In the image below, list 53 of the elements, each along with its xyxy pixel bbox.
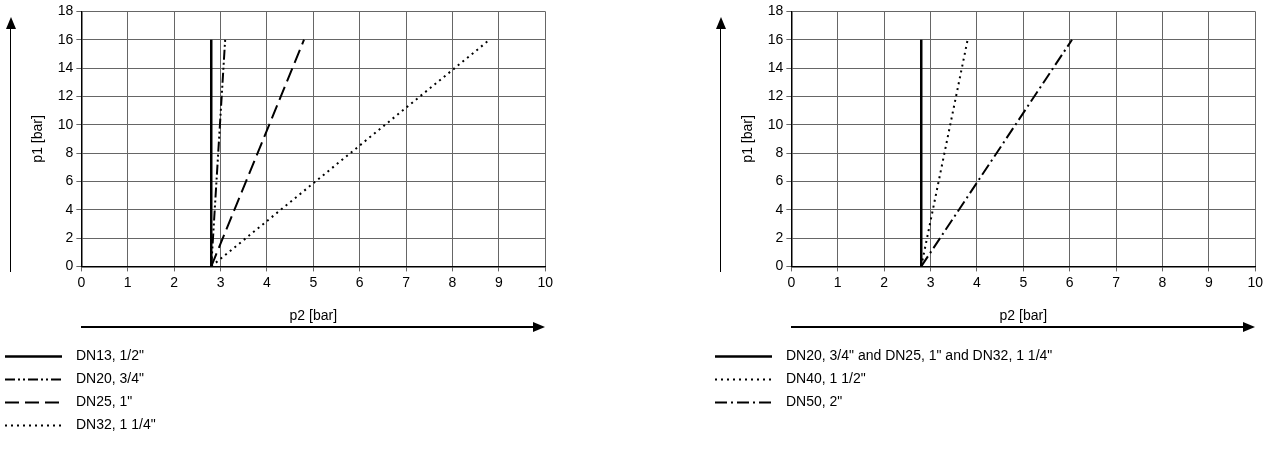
y-tick-label: 2: [65, 228, 74, 245]
y-tick-label: 8: [775, 143, 784, 160]
x-tick-label: 1: [833, 273, 842, 290]
x-tick-label: 4: [973, 273, 982, 290]
x-tick-label: 0: [787, 273, 796, 290]
y-tick-label: 14: [57, 58, 74, 75]
x-tick-label: 1: [123, 273, 132, 290]
y-tick-label: 12: [767, 87, 784, 104]
x-tick-label: 9: [1204, 273, 1213, 290]
x-tick-label: 3: [216, 273, 225, 290]
x-tick-label: 6: [1065, 273, 1074, 290]
y-tick-label: 6: [65, 172, 74, 189]
legend-label: DN40, 1 1/2": [786, 370, 866, 387]
y-tick-label: 4: [775, 200, 784, 217]
x-tick-label: 5: [309, 273, 318, 290]
legend-label: DN32, 1 1/4": [76, 416, 156, 433]
x-tick-label: 7: [402, 273, 411, 290]
legend-label: DN50, 2": [786, 393, 843, 410]
legend-label: DN20, 3/4" and DN25, 1" and DN32, 1 1/4": [786, 347, 1053, 364]
y-tick-label: 12: [57, 87, 74, 104]
legend-label: DN13, 1/2": [76, 347, 145, 364]
y-tick-label: 10: [767, 115, 784, 132]
x-tick-label: 2: [170, 273, 179, 290]
x-tick-label: 4: [263, 273, 272, 290]
x-tick-label: 2: [880, 273, 889, 290]
x-axis-title: p2 [bar]: [289, 307, 338, 324]
y-tick-label: 14: [767, 58, 784, 75]
x-tick-label: 9: [494, 273, 503, 290]
y-tick-label: 2: [775, 228, 784, 245]
x-tick-label: 3: [926, 273, 935, 290]
y-tick-label: 18: [57, 2, 74, 19]
x-tick-label: 10: [1247, 273, 1264, 290]
y-tick-label: 0: [775, 257, 784, 274]
legend-label: DN20, 3/4": [76, 370, 145, 387]
x-tick-label: 8: [1158, 273, 1167, 290]
x-tick-label: 7: [1112, 273, 1121, 290]
x-tick-label: 5: [1019, 273, 1028, 290]
y-tick-label: 8: [65, 143, 74, 160]
x-tick-label: 8: [448, 273, 457, 290]
y-tick-label: 16: [767, 30, 784, 47]
y-tick-label: 16: [57, 30, 74, 47]
y-axis-title: p1 [bar]: [739, 115, 756, 163]
x-tick-label: 10: [537, 273, 554, 290]
y-tick-label: 18: [767, 2, 784, 19]
y-tick-label: 6: [775, 172, 784, 189]
x-tick-label: 0: [77, 273, 86, 290]
y-tick-label: 4: [65, 200, 74, 217]
y-tick-label: 10: [57, 115, 74, 132]
x-tick-label: 6: [355, 273, 364, 290]
y-tick-label: 0: [65, 257, 74, 274]
legend-label: DN25, 1": [76, 393, 133, 410]
y-axis-title: p1 [bar]: [29, 115, 46, 163]
x-axis-title: p2 [bar]: [999, 307, 1048, 324]
